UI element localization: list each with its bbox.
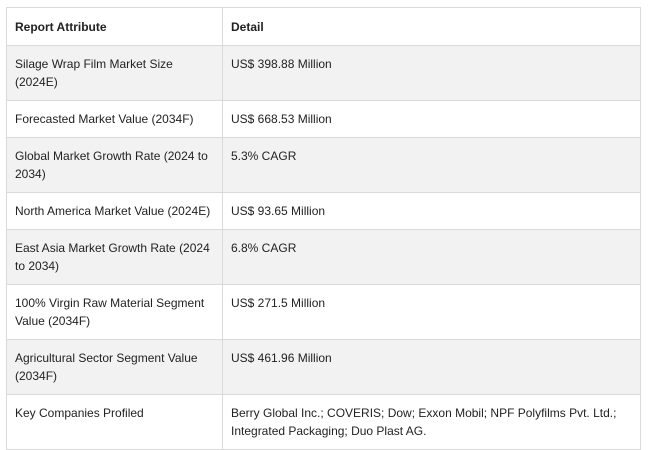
detail-cell: Berry Global Inc.; COVERIS; Dow; Exxon M… [222, 394, 641, 450]
detail-cell: 6.8% CAGR [222, 229, 641, 285]
header-row: Report Attribute Detail [6, 7, 641, 46]
table-body: Silage Wrap Film Market Size (2024E) US$… [6, 45, 641, 450]
table-row: North America Market Value (2024E) US$ 9… [6, 192, 641, 230]
detail-cell: US$ 271.5 Million [222, 284, 641, 340]
attribute-cell: East Asia Market Growth Rate (2024 to 20… [6, 229, 223, 285]
table-row: East Asia Market Growth Rate (2024 to 20… [6, 229, 641, 285]
detail-cell: US$ 398.88 Million [222, 45, 641, 101]
table-header: Report Attribute Detail [6, 7, 641, 46]
attribute-cell: 100% Virgin Raw Material Segment Value (… [6, 284, 223, 340]
table-row: Agricultural Sector Segment Value (2034F… [6, 339, 641, 395]
detail-cell: US$ 93.65 Million [222, 192, 641, 230]
attribute-cell: Global Market Growth Rate (2024 to 2034) [6, 137, 223, 193]
table-row: Silage Wrap Film Market Size (2024E) US$… [6, 45, 641, 101]
attribute-cell: North America Market Value (2024E) [6, 192, 223, 230]
table-row: Forecasted Market Value (2034F) US$ 668.… [6, 100, 641, 138]
detail-cell: US$ 461.96 Million [222, 339, 641, 395]
attribute-cell: Silage Wrap Film Market Size (2024E) [6, 45, 223, 101]
detail-cell: 5.3% CAGR [222, 137, 641, 193]
attribute-cell: Key Companies Profiled [6, 394, 223, 450]
table-row: 100% Virgin Raw Material Segment Value (… [6, 284, 641, 340]
table-row: Global Market Growth Rate (2024 to 2034)… [6, 137, 641, 193]
report-attributes-table: Report Attribute Detail Silage Wrap Film… [6, 7, 641, 450]
header-detail: Detail [222, 7, 641, 46]
attribute-cell: Agricultural Sector Segment Value (2034F… [6, 339, 223, 395]
attribute-cell: Forecasted Market Value (2034F) [6, 100, 223, 138]
report-attributes-table-container: Report Attribute Detail Silage Wrap Film… [6, 7, 641, 450]
table-row: Key Companies Profiled Berry Global Inc.… [6, 394, 641, 450]
detail-cell: US$ 668.53 Million [222, 100, 641, 138]
header-report-attribute: Report Attribute [6, 7, 223, 46]
